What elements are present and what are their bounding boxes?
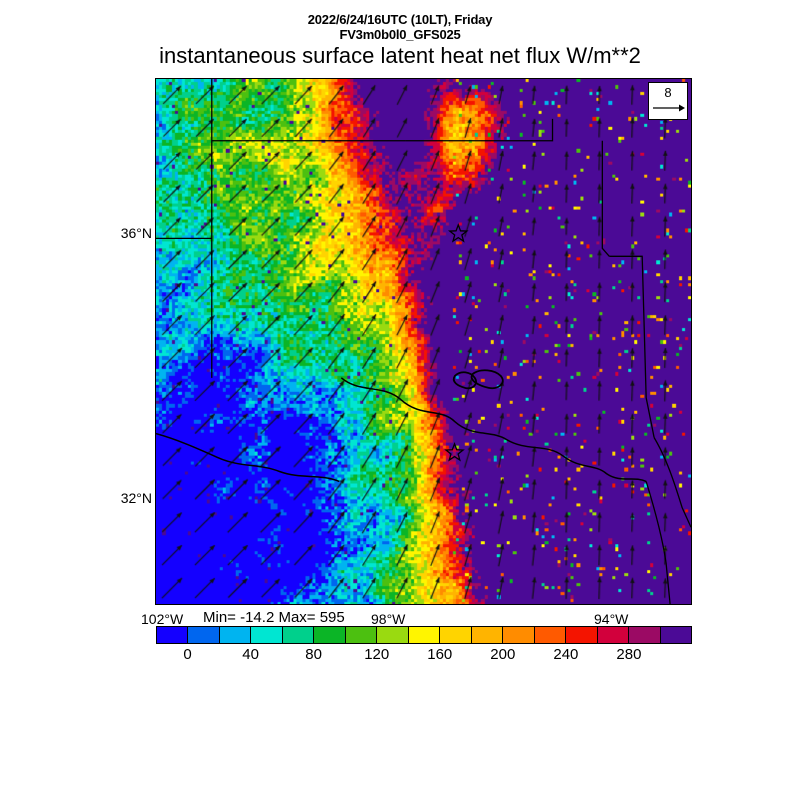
state-border-ok-ks-east: [405, 118, 554, 142]
colorbar[interactable]: [156, 626, 692, 644]
river-rio-grande: [156, 432, 340, 483]
colorbar-cell-5: [314, 627, 346, 643]
colorbar-cell-4: [282, 627, 315, 643]
colorbar-cell-13: [566, 627, 598, 643]
map-plot-area[interactable]: 8: [155, 78, 692, 605]
title-model-id: FV3m0b0l0_GFS025: [339, 27, 461, 42]
colorbar-cell-6: [345, 627, 378, 643]
colorbar-cell-10: [471, 627, 504, 643]
colorbar-cell-9: [440, 627, 472, 643]
colorbar-cell-8: [408, 627, 441, 643]
star-marker-north: [447, 223, 469, 243]
colorbar-tick-120: 120: [364, 646, 390, 663]
lon-label-98w: 98°W: [371, 611, 406, 627]
colorbar-tick-0: 0: [183, 646, 192, 663]
colorbar-cell-14: [597, 627, 630, 643]
lat-label-32n: 32°N: [120, 490, 152, 506]
minmax-stats-label: Min= -14.2 Max= 595: [203, 609, 345, 626]
colorbar-cells: [156, 626, 692, 644]
colorbar-cell-12: [534, 627, 567, 643]
state-border-ar-la: [609, 255, 655, 438]
lake-cluster-2: [470, 369, 504, 390]
colorbar-tick-160: 160: [427, 646, 453, 663]
map-boundary-overlay: [156, 79, 691, 604]
lat-label-36n: 36°N: [120, 225, 152, 241]
page-title: instantaneous surface latent heat net fl…: [159, 43, 641, 68]
colorbar-tick-280: 280: [616, 646, 642, 663]
vector-scale-value: 8: [664, 85, 672, 100]
colorbar-cell-0: [157, 627, 189, 643]
colorbar-cell-2: [219, 627, 252, 643]
lake-cluster: [452, 371, 477, 390]
vector-scale-legend: 8: [648, 82, 688, 120]
title-block: 2022/6/24/16UTC (10LT), Friday FV3m0b0l0…: [0, 12, 800, 69]
colorbar-cell-3: [251, 627, 283, 643]
title-datetime: 2022/6/24/16UTC (10LT), Friday: [307, 12, 493, 27]
colorbar-cell-11: [503, 627, 535, 643]
colorbar-tick-40: 40: [242, 646, 259, 663]
colorbar-cell-15: [629, 627, 661, 643]
river-red-river: [340, 377, 647, 483]
star-marker-south: [444, 441, 465, 462]
colorbar-tick-240: 240: [553, 646, 579, 663]
colorbar-cell-16: [660, 627, 691, 643]
state-border-ok-ar: [601, 140, 610, 257]
state-border-tx-la-south: [645, 481, 671, 604]
state-border-la-coast: [653, 437, 691, 528]
colorbar-tick-200: 200: [490, 646, 516, 663]
colorbar-tick-labels: 0 40 80 120 160 200 240 280: [156, 646, 692, 666]
arrow-right-icon: [653, 104, 685, 112]
colorbar-cell-1: [188, 627, 220, 643]
colorbar-cell-7: [377, 627, 409, 643]
lon-label-102w: 102°W: [141, 611, 184, 627]
colorbar-tick-80: 80: [305, 646, 322, 663]
lon-label-94w: 94°W: [594, 611, 629, 627]
